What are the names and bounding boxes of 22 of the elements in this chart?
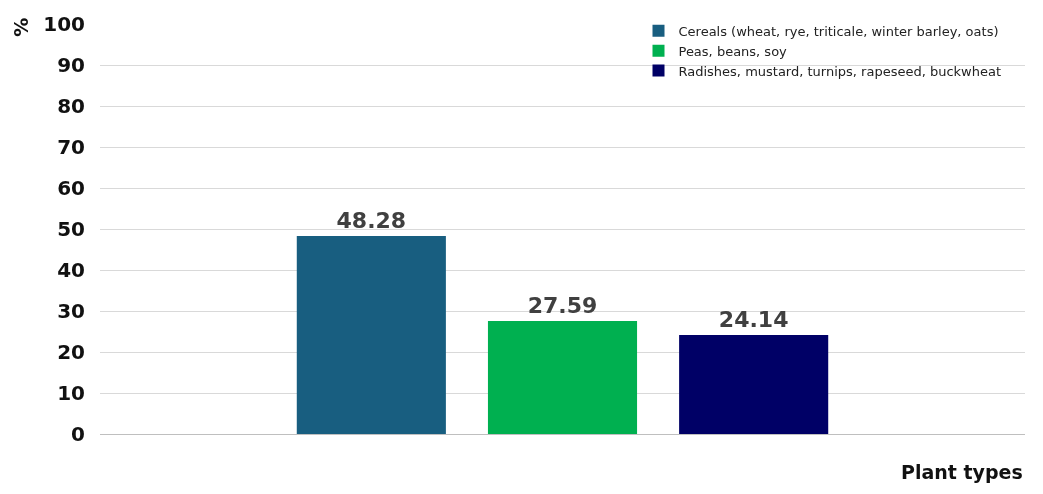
data-label: 27.59 bbox=[527, 292, 598, 318]
legend-label: Peas, beans, soy bbox=[678, 43, 788, 59]
legend-label: Radishes, mustard, turnips, rapeseed, buckwheat bbox=[678, 63, 1002, 79]
y-tick-label: 60 bbox=[57, 176, 85, 200]
y-tick-label: 90 bbox=[57, 53, 85, 77]
y-tick-label: 30 bbox=[57, 299, 85, 323]
y-tick-label: 70 bbox=[57, 135, 85, 159]
data-label: 24.14 bbox=[718, 307, 789, 333]
y-tick-label: 100 bbox=[43, 12, 85, 36]
y-tick-label: 0 bbox=[71, 422, 85, 446]
x-axis-title: Plant types bbox=[901, 461, 1023, 483]
bar bbox=[487, 320, 638, 434]
y-tick-label: 10 bbox=[57, 381, 85, 405]
y-axis-title: % bbox=[10, 17, 33, 37]
y-tick-label: 50 bbox=[57, 217, 85, 241]
data-label: 48.28 bbox=[336, 208, 407, 234]
y-tick-label: 20 bbox=[57, 340, 85, 364]
legend-label: Cereals (wheat, rye, triticale, winter barley, oats) bbox=[678, 23, 999, 39]
y-tick-label: 40 bbox=[57, 258, 85, 282]
y-tick-label: 80 bbox=[57, 94, 85, 118]
bar bbox=[679, 335, 829, 434]
bar bbox=[296, 236, 446, 434]
